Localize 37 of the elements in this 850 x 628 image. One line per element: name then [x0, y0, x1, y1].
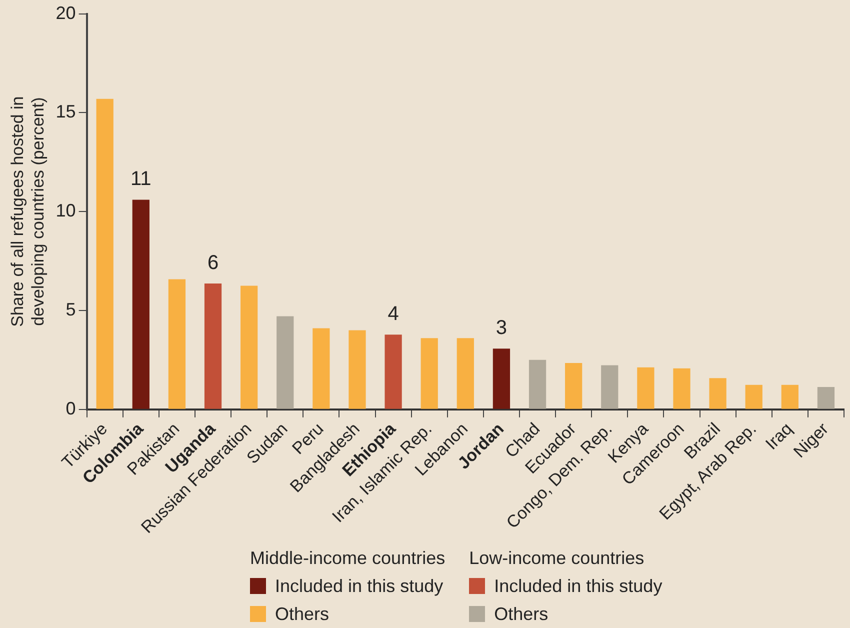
bar: [312, 328, 330, 409]
legend-label: Others: [274, 603, 330, 626]
data-label: 3: [496, 317, 508, 340]
bar: [132, 200, 150, 409]
bar: [565, 363, 582, 409]
legend-label: Included in this study: [493, 575, 662, 598]
bar: [817, 386, 835, 409]
bar: [601, 365, 618, 409]
bar: [528, 360, 546, 409]
bar: [745, 384, 762, 409]
bar: [240, 286, 258, 409]
y-tick-label: 20: [56, 2, 76, 23]
data-label: 4: [388, 303, 399, 326]
bar: [384, 334, 402, 409]
legend-label: Included in this study: [274, 575, 444, 598]
text: Low-income countries: [469, 547, 646, 570]
text: Middle-income countries: [250, 547, 446, 570]
bar: [96, 98, 114, 409]
bar: [637, 367, 654, 409]
y-tick-label: 10: [56, 200, 76, 221]
bar: [168, 279, 186, 409]
bar: [492, 348, 510, 409]
bar: [348, 330, 366, 409]
bar: [276, 316, 294, 409]
y-tick-label: 0: [66, 398, 76, 418]
legend-label: Others: [493, 603, 550, 626]
y-tick-label: 5: [66, 299, 76, 320]
bar: [673, 368, 690, 409]
bar: [204, 284, 222, 409]
y-axis-title: Share of all refugees hosted in developing countries (percent): [8, 96, 48, 327]
bar: [456, 338, 474, 409]
data-label: 11: [130, 168, 152, 190]
bar: [781, 384, 798, 409]
data-label: 6: [207, 252, 219, 274]
y-tick-label: 15: [56, 102, 76, 122]
bar: [420, 338, 438, 409]
bar: [709, 378, 726, 409]
